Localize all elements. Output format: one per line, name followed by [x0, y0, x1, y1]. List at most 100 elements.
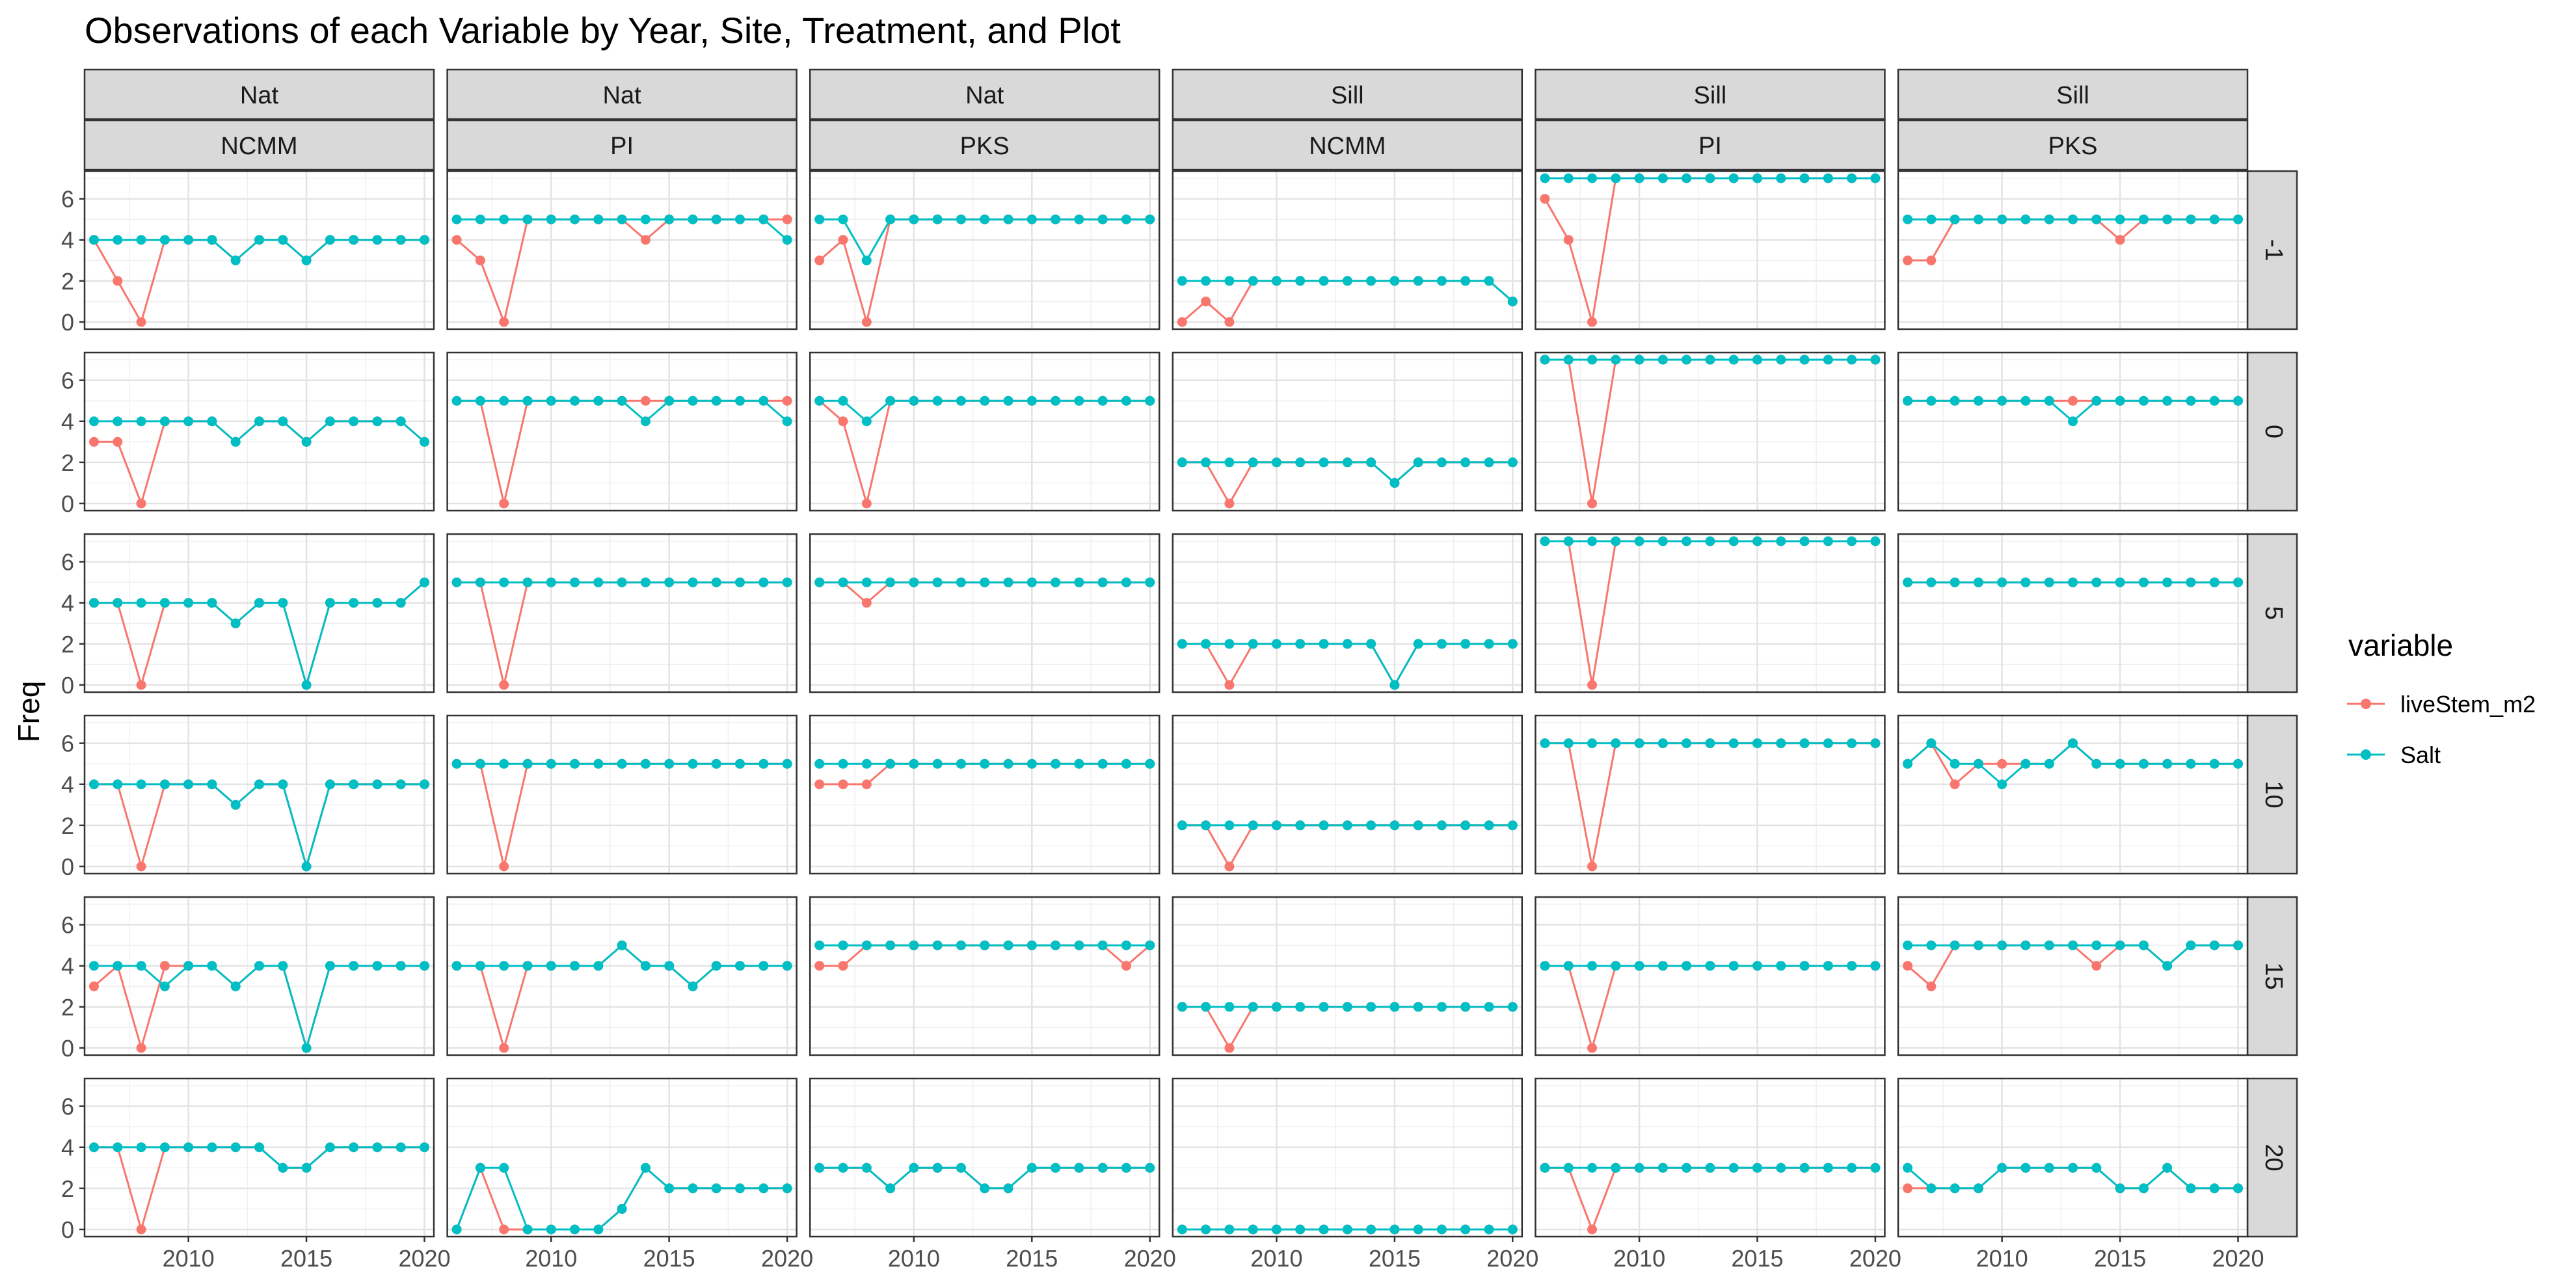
data-point-Salt [1657, 738, 1668, 749]
data-point-Salt [1145, 940, 1155, 950]
panel-plot--1-col-2 [809, 170, 1161, 330]
data-point-liveStem_m2 [1997, 758, 2007, 769]
data-point-Salt [885, 577, 896, 587]
data-point-Salt [522, 1224, 533, 1235]
panel-plot-15-col-3 [1172, 896, 1523, 1056]
panel-border [809, 896, 1161, 1056]
panel-plot-5-col-3 [1172, 533, 1523, 693]
strip-treatment-label: Nat [965, 82, 1004, 109]
panel-border [446, 533, 798, 693]
data-point-Salt [1847, 1162, 1857, 1173]
panel-background [1898, 171, 2247, 329]
data-point-Salt [1587, 536, 1597, 546]
data-point-Salt [372, 779, 382, 790]
data-point-liveStem_m2 [499, 1043, 509, 1053]
data-point-Salt [1752, 355, 1762, 365]
data-point-Salt [1271, 820, 1281, 831]
data-point-Salt [2068, 1162, 2078, 1173]
data-point-Salt [735, 396, 745, 406]
data-point-Salt [1224, 1002, 1235, 1012]
data-point-Salt [1271, 457, 1281, 468]
data-point-Salt [2209, 214, 2220, 224]
data-point-Salt [688, 214, 698, 224]
panel-border [1535, 1077, 1886, 1238]
data-point-Salt [932, 1162, 943, 1173]
data-point-Salt [1926, 738, 1937, 749]
x-tick-label: 2010 [1250, 1245, 1302, 1272]
data-point-Salt [932, 577, 943, 587]
y-tick-label: 6 [61, 731, 74, 757]
data-point-Salt [758, 961, 769, 971]
data-point-Salt [1097, 396, 1108, 406]
panel-plot-20-col-1: 2010 2015 2020 [446, 1077, 813, 1272]
data-point-Salt [1563, 1162, 1574, 1173]
strip-plot-3 [2246, 714, 2298, 875]
strip-plot-label: 0 [2260, 425, 2287, 438]
data-point-Salt [1657, 961, 1668, 971]
data-point-Salt [1657, 355, 1668, 365]
data-point-Salt [2020, 1162, 2031, 1173]
data-point-liveStem_m2 [1224, 861, 1235, 872]
data-point-Salt [451, 961, 462, 971]
data-point-Salt [1121, 1162, 1131, 1173]
data-point-Salt [1389, 680, 1400, 690]
strip-plot-2 [2246, 533, 2298, 693]
data-point-Salt [113, 416, 123, 427]
data-point-Salt [1540, 355, 1550, 365]
data-point-Salt [254, 779, 264, 790]
y-axis-title: Freq [12, 681, 46, 743]
data-point-liveStem_m2 [838, 235, 848, 245]
data-point-Salt [1097, 1162, 1108, 1173]
strip-treatment-label: Sill [2056, 82, 2089, 109]
data-point-Salt [1728, 355, 1739, 365]
panel-background [447, 716, 797, 874]
data-point-Salt [1026, 577, 1037, 587]
data-point-Salt [711, 577, 721, 587]
data-point-Salt [349, 235, 359, 245]
data-point-Salt [1389, 1224, 1400, 1235]
panel-border [1897, 170, 2249, 330]
data-point-Salt [1201, 1002, 1211, 1012]
data-point-Salt [1145, 214, 1155, 224]
panel-background [1898, 534, 2247, 692]
y-tick-label: 4 [61, 409, 74, 435]
data-point-Salt [372, 1142, 382, 1153]
data-point-Salt [2233, 396, 2243, 406]
data-point-Salt [1926, 577, 1937, 587]
data-point-Salt [1413, 457, 1423, 468]
data-point-Salt [349, 1142, 359, 1153]
data-point-Salt [278, 416, 288, 427]
data-point-Salt [475, 396, 485, 406]
data-point-Salt [1342, 639, 1352, 649]
data-point-Salt [1121, 396, 1131, 406]
panel-plot--1-col-5 [1897, 170, 2249, 330]
data-point-Salt [838, 214, 848, 224]
data-point-liveStem_m2 [89, 436, 99, 447]
y-tick-label: 2 [61, 268, 74, 295]
data-point-Salt [349, 416, 359, 427]
data-point-Salt [735, 577, 745, 587]
data-point-Salt [159, 598, 170, 608]
data-point-Salt [522, 214, 533, 224]
data-point-Salt [1752, 173, 1762, 183]
panel-border [446, 170, 798, 330]
data-point-Salt [1634, 961, 1644, 971]
data-point-Salt [1870, 961, 1881, 971]
data-point-Salt [2186, 396, 2196, 406]
strip-site-5 [1897, 119, 2249, 171]
data-point-Salt [1145, 1162, 1155, 1173]
x-tick-label: 2015 [1006, 1245, 1058, 1272]
data-point-Salt [2138, 396, 2149, 406]
panel-border [83, 1077, 435, 1238]
panel-border [1897, 533, 2249, 693]
data-point-Salt [956, 758, 966, 769]
data-point-Salt [2091, 396, 2102, 406]
strip-treatment-1 [446, 68, 798, 120]
panel-plot-5-col-2 [809, 533, 1161, 693]
data-point-Salt [711, 961, 721, 971]
data-point-Salt [372, 961, 382, 971]
data-point-Salt [1705, 173, 1715, 183]
x-tick-label: 2015 [1731, 1245, 1783, 1272]
panel-plot-20-col-3: 2010 2015 2020 [1172, 1077, 1538, 1272]
data-point-Salt [1436, 820, 1447, 831]
